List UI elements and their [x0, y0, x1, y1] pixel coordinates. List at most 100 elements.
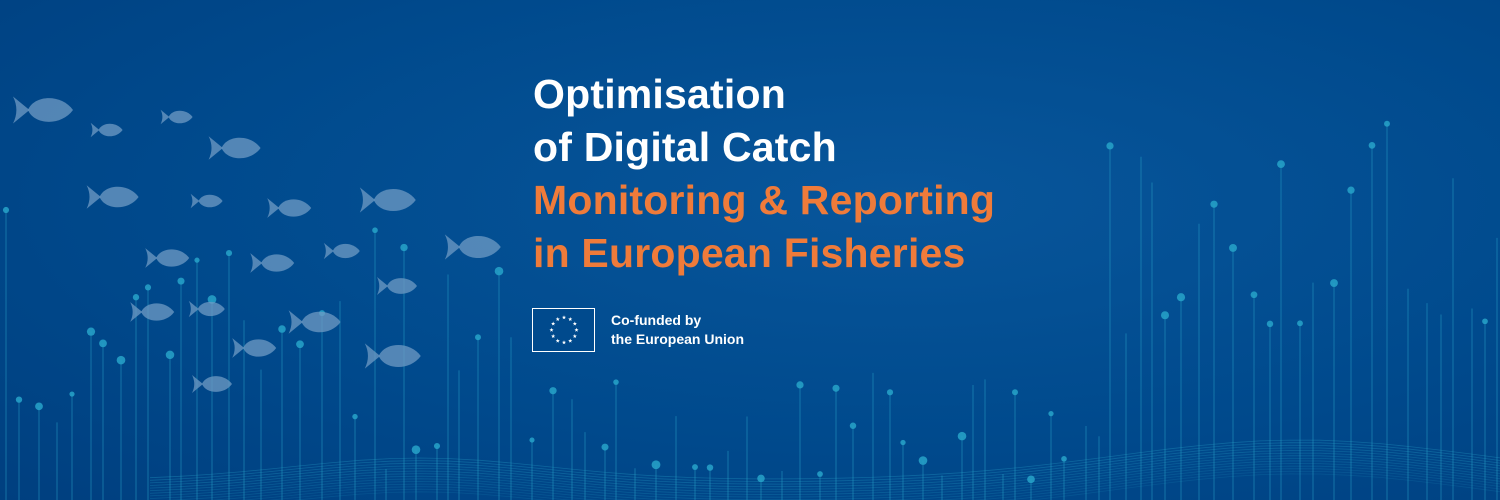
stem-dot [1176, 293, 1186, 302]
fish-icon [160, 109, 193, 125]
stem-dot [411, 445, 421, 454]
title-line-1: Optimisation [533, 71, 786, 117]
fish-icon [192, 375, 232, 393]
fish-icon [188, 300, 225, 318]
eu-label-line-2: the European Union [611, 331, 744, 347]
stem-dot [706, 464, 714, 471]
stem-dot [207, 295, 217, 304]
stem-dot [99, 339, 107, 348]
fish-icon [190, 193, 223, 209]
stem-dot [475, 334, 481, 341]
stem-dot [1297, 320, 1303, 327]
stem-dot [549, 387, 557, 395]
stem-dot [900, 439, 906, 446]
stem-dot [352, 413, 358, 420]
stem-dot [1266, 320, 1274, 328]
stem-dot [69, 391, 75, 397]
stem-dot [1027, 475, 1035, 484]
stem-dot [2, 206, 10, 214]
stem-dot [529, 437, 535, 443]
stem-dot [116, 355, 126, 365]
banner-title: Optimisation of Digital Catch Monitoring… [533, 68, 995, 280]
stem-dot [194, 257, 200, 263]
stem-dot [886, 389, 894, 396]
eu-star-icon [548, 327, 554, 332]
fish-icon [250, 253, 295, 273]
stem-dot [132, 294, 140, 301]
wave-line [149, 442, 1500, 482]
stem-dot [296, 340, 304, 349]
eu-star-icon [567, 316, 572, 321]
stem-dot [1384, 120, 1390, 127]
stem-dot [1482, 318, 1488, 325]
stem-dot [1347, 186, 1355, 194]
stem-dot [400, 243, 408, 252]
fish-icon [267, 198, 312, 218]
wave-line [149, 439, 1500, 480]
stem-dot [372, 227, 378, 234]
eu-star-icon [555, 338, 560, 343]
stem-dot [1229, 243, 1237, 252]
title-line-2: of Digital Catch [533, 124, 837, 170]
eu-star-icon [567, 338, 572, 343]
stem-dot [225, 249, 233, 257]
stem-dot [613, 379, 619, 385]
stem-dot [1106, 142, 1114, 150]
stem-dot [165, 350, 175, 360]
stem-dot [1048, 411, 1054, 417]
eu-star-icon [561, 315, 566, 320]
eu-star-icon [550, 334, 555, 339]
stem-dot [494, 266, 504, 276]
fish-icon [90, 122, 123, 138]
eu-star-icon [550, 321, 555, 326]
stem-dot [651, 460, 661, 470]
stem-dot [1061, 456, 1067, 462]
stem-dot [757, 474, 765, 483]
stem-dot [15, 396, 23, 403]
fish-icon [13, 96, 73, 124]
fish-icon [323, 242, 360, 260]
fish-icon [444, 234, 501, 260]
stem-dot [918, 456, 928, 465]
eu-star-icon [573, 327, 579, 332]
fish-icon [364, 343, 421, 369]
stem-dot [1368, 141, 1376, 149]
eu-star-icon [561, 340, 566, 345]
wave-lines [149, 439, 1500, 500]
fish-icon [288, 310, 341, 334]
stem-dot [35, 402, 43, 411]
stem-dot [957, 431, 967, 441]
stem-dot [601, 443, 609, 451]
stem-dot [796, 381, 804, 389]
stem-dot [177, 277, 185, 285]
fish-icon [86, 185, 139, 209]
data-stems [2, 120, 1498, 500]
eu-star-icon [572, 321, 577, 326]
highlight-line-1: Monitoring & Reporting [533, 177, 996, 223]
fish-icon [145, 248, 190, 268]
fish-icon [130, 302, 175, 322]
fish-icon [232, 338, 277, 358]
eu-cofunding-badge: Co-funded by the European Union [532, 306, 744, 354]
stem-dot [86, 327, 96, 336]
highlight-line-2: in European Fisheries [533, 230, 966, 276]
stem-dot [1250, 291, 1258, 299]
eu-star-icon [572, 334, 577, 339]
eu-star-icon [555, 316, 560, 321]
stem-dot [692, 464, 698, 471]
stem-dot [1210, 200, 1218, 208]
stem-dot [1160, 311, 1170, 320]
stem-dot [849, 422, 857, 429]
stem-dot [433, 442, 441, 450]
fish-icon [359, 187, 416, 213]
fish-icon [377, 277, 417, 295]
stem-dot [1330, 279, 1338, 287]
stem-dot [144, 284, 152, 291]
fish-icon [208, 136, 261, 160]
stem-dot [278, 325, 286, 333]
stem-dot [1277, 160, 1285, 169]
eu-cofunding-text: Co-funded by the European Union [611, 311, 744, 349]
eu-flag-icon [532, 308, 595, 352]
school-of-fish [13, 96, 501, 393]
